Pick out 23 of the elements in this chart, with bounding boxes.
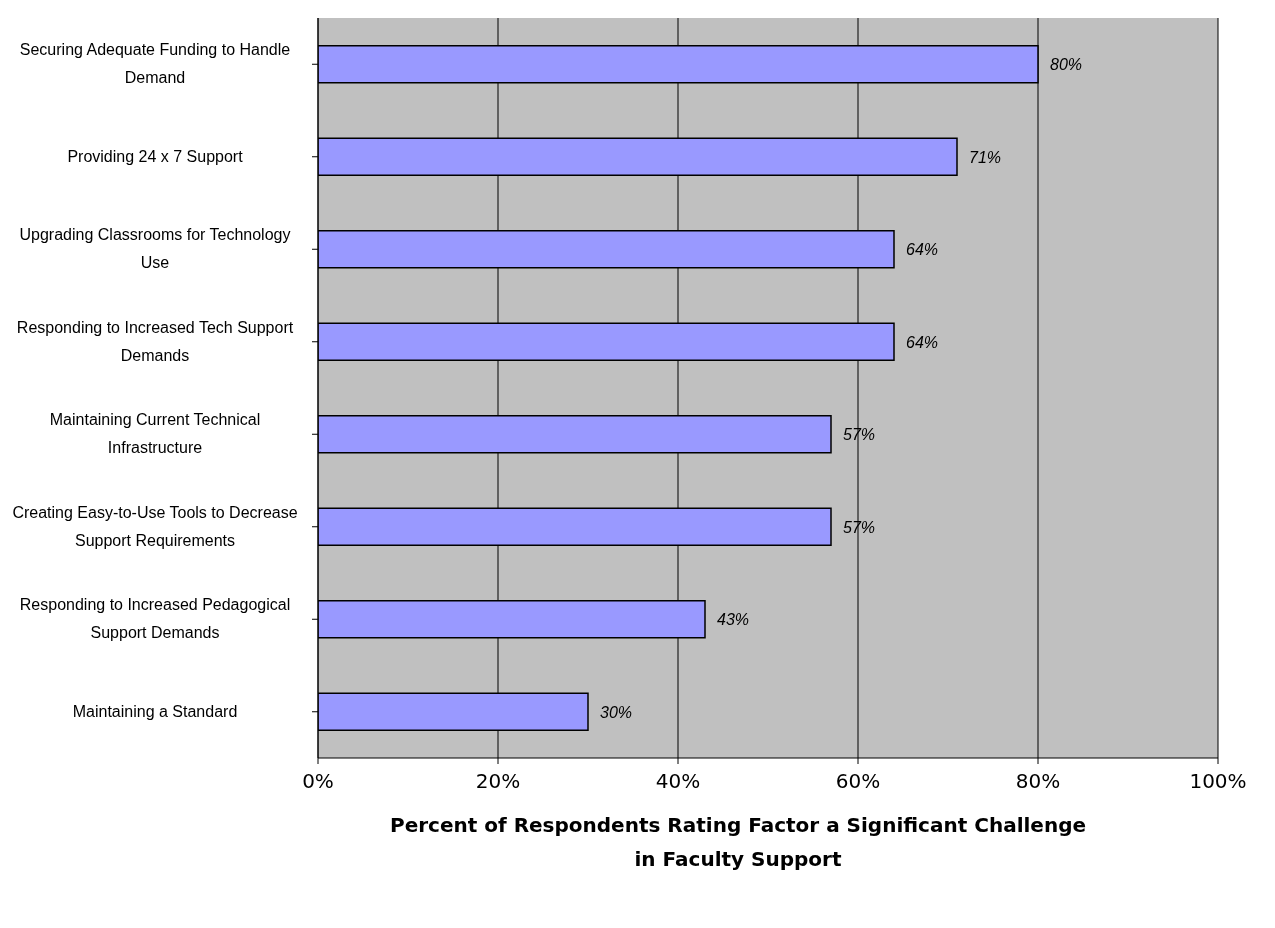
x-tick-label: 60% [835,769,881,794]
data-label: 57% [843,426,876,444]
y-tick-label: Upgrading Classrooms for Technology Use [18,225,292,274]
x-tick-label: 0% [302,769,334,794]
data-label: 57% [843,518,876,536]
data-label: 80% [1050,56,1083,74]
x-tick-label: 80% [1015,769,1061,794]
x-tick-label: 20% [475,769,521,794]
data-label: 64% [906,241,939,259]
data-label: 43% [717,611,750,629]
y-tick-label: Responding to Increased Pedagogical Support Demands [18,595,292,644]
data-label: 71% [969,148,1002,166]
y-tick-label: Providing 24 x 7 Support [67,146,243,167]
y-tick-label: Securing Adequate Funding to Handle Demand [18,40,292,89]
x-axis-title: Percent of Respondents Rating Factor a Significant Challenge in Faculty Support [388,812,1088,873]
x-tick-label: 100% [1189,769,1247,794]
x-tick-label: 40% [655,769,701,794]
y-tick-label: Maintaining Current Technical Infrastructure [48,410,262,459]
y-tick-label: Responding to Increased Tech Support Demands [15,317,295,366]
y-tick-label: Creating Easy-to-Use Tools to Decrease Support Requirements [11,502,299,551]
y-tick-label: Maintaining a Standard [72,701,238,722]
data-label: 64% [906,333,939,351]
data-label: 30% [600,703,633,721]
